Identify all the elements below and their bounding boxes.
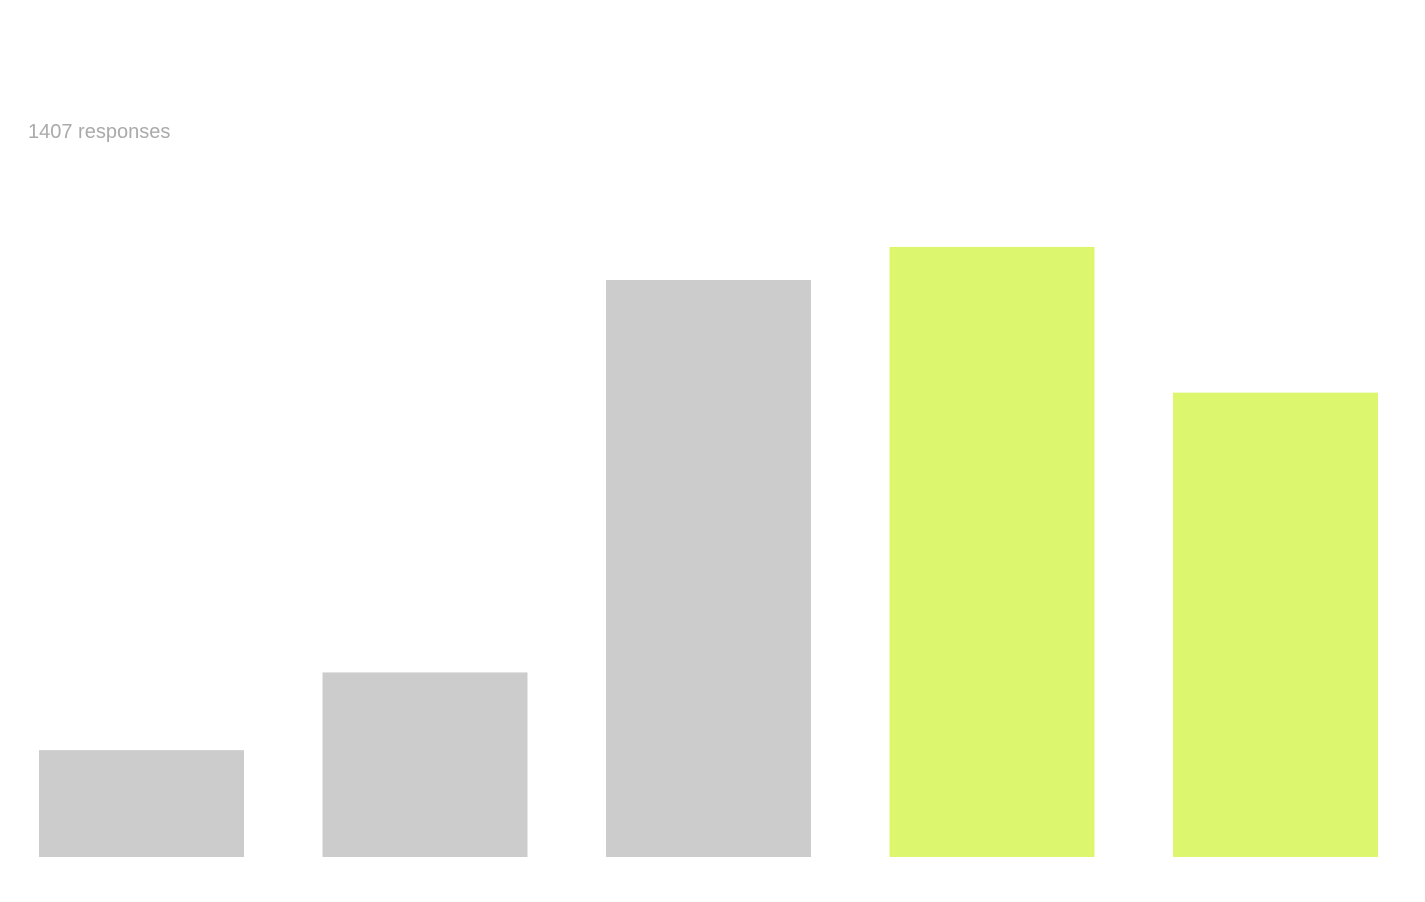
bar — [606, 279, 811, 857]
bar — [322, 672, 528, 857]
bar — [1173, 392, 1378, 857]
bar — [39, 750, 244, 857]
bar — [889, 246, 1095, 857]
subtitle: 1407 responses — [28, 121, 171, 143]
